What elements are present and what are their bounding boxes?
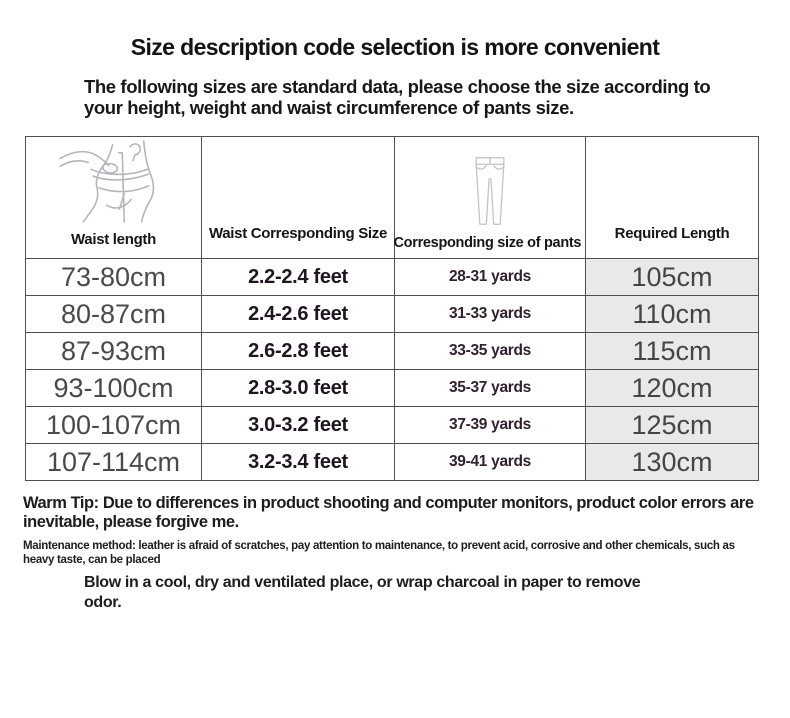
required-length-cell: 130cm — [585, 443, 759, 481]
waist-feet-cell: 3.0-3.2 feet — [201, 406, 395, 444]
size-table: Waist length Waist Corresponding Size — [25, 136, 759, 481]
warm-tip-line-2: inevitable, please forgive me. — [23, 512, 239, 531]
subtitle-line-2: your height, weight and waist circumfere… — [84, 97, 574, 118]
storage-line-2: odor. — [84, 594, 122, 611]
storage-line-1: Blow in a cool, dry and ventilated place… — [84, 574, 641, 591]
waist-cm-cell: 87-93cm — [25, 332, 202, 370]
waist-feet-cell: 2.2-2.4 feet — [201, 258, 395, 296]
required-length-cell: 120cm — [585, 369, 759, 407]
column-header-waist-corresponding-size: Waist Corresponding Size — [201, 136, 395, 259]
column-header-required-length: Required Length — [585, 136, 759, 259]
required-length-cell: 110cm — [585, 295, 759, 333]
table-row: 100-107cm 3.0-3.2 feet 37-39 yards 125cm — [25, 406, 759, 444]
waist-feet-cell: 2.8-3.0 feet — [201, 369, 395, 407]
table-header-row: Waist length Waist Corresponding Size — [25, 136, 759, 259]
pants-yards-cell: 37-39 yards — [394, 406, 586, 444]
table-row: 87-93cm 2.6-2.8 feet 33-35 yards 115cm — [25, 332, 759, 370]
waist-measure-icon — [58, 137, 170, 228]
waist-cm-cell: 100-107cm — [25, 406, 202, 444]
table-row: 80-87cm 2.4-2.6 feet 31-33 yards 110cm — [25, 295, 759, 333]
column-header-label-waist-length: Waist length — [70, 231, 156, 248]
column-header-label-required-length: Required Length — [614, 225, 730, 242]
table-row: 93-100cm 2.8-3.0 feet 35-37 yards 120cm — [25, 369, 759, 407]
required-length-cell: 125cm — [585, 406, 759, 444]
maintenance-line-2: heavy taste, can be placed — [23, 554, 161, 566]
maintenance-line-1: Maintenance method: leather is afraid of… — [23, 540, 735, 552]
waist-cm-cell: 73-80cm — [25, 258, 202, 296]
column-header-waist-length: Waist length — [25, 136, 202, 259]
waist-cm-cell: 107-114cm — [25, 443, 202, 481]
column-header-pants-size: Corresponding size of pants — [394, 136, 586, 259]
warm-tip-note: Warm Tip: Due to differences in product … — [23, 494, 776, 531]
waist-feet-cell: 2.4-2.6 feet — [201, 295, 395, 333]
page-title: Size description code selection is more … — [130, 34, 660, 60]
storage-note: Blow in a cool, dry and ventilated place… — [84, 573, 776, 613]
waist-cm-cell: 80-87cm — [25, 295, 202, 333]
subtitle: The following sizes are standard data, p… — [84, 76, 730, 118]
pants-yards-cell: 35-37 yards — [394, 369, 586, 407]
pants-yards-cell: 39-41 yards — [394, 443, 586, 481]
column-header-label-waist-corresponding-size: Waist Corresponding Size — [208, 225, 388, 242]
waist-feet-cell: 3.2-3.4 feet — [201, 443, 395, 481]
pants-yards-cell: 33-35 yards — [394, 332, 586, 370]
pants-yards-cell: 28-31 yards — [394, 258, 586, 296]
waist-cm-cell: 93-100cm — [25, 369, 202, 407]
maintenance-note: Maintenance method: leather is afraid of… — [23, 539, 776, 567]
required-length-cell: 115cm — [585, 332, 759, 370]
pants-yards-cell: 31-33 yards — [394, 295, 586, 333]
warm-tip-line-1: Warm Tip: Due to differences in product … — [23, 494, 754, 512]
table-row: 73-80cm 2.2-2.4 feet 28-31 yards 105cm — [25, 258, 759, 296]
subtitle-line-1: The following sizes are standard data, p… — [84, 76, 711, 97]
table-row: 107-114cm 3.2-3.4 feet 39-41 yards 130cm — [25, 443, 759, 481]
pants-icon — [470, 155, 510, 232]
waist-feet-cell: 2.6-2.8 feet — [201, 332, 395, 370]
column-header-label-pants-size: Corresponding size of pants — [393, 234, 582, 251]
required-length-cell: 105cm — [585, 258, 759, 296]
